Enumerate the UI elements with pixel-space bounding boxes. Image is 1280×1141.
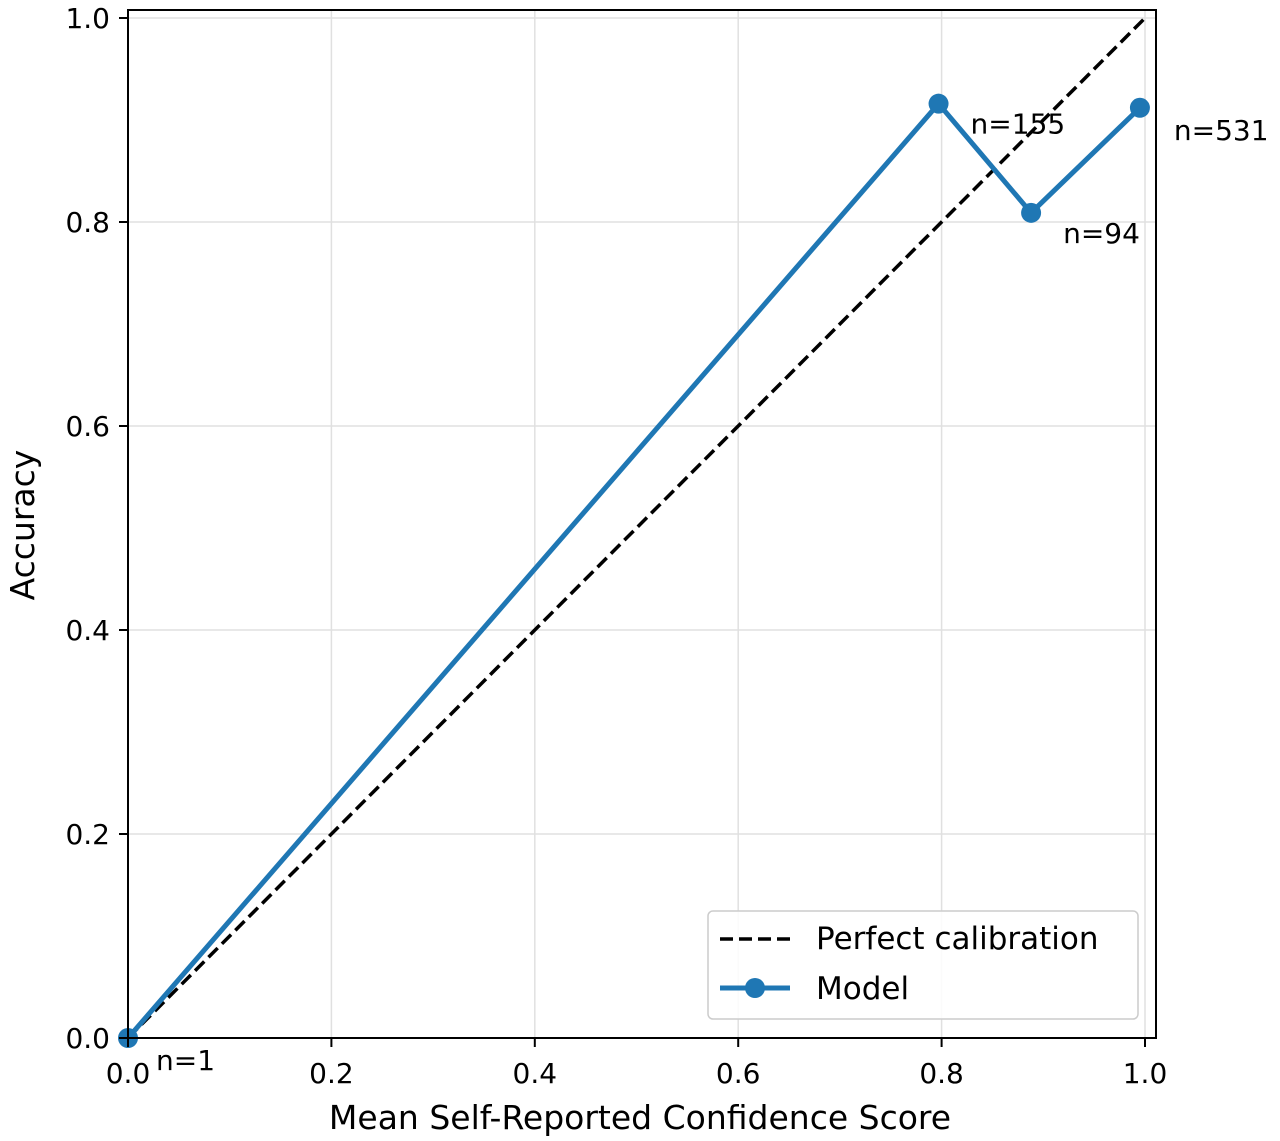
x-axis-label: Mean Self-Reported Confidence Score (329, 1098, 951, 1137)
y-tick-label: 0.0 (65, 1022, 110, 1055)
point-annotation: n=1 (156, 1044, 215, 1077)
point-annotation: n=531 (1174, 114, 1269, 147)
point-annotation: n=155 (971, 108, 1066, 141)
legend-box (707, 910, 1139, 1020)
legend-label-perfect-calibration: Perfect calibration (816, 921, 1099, 957)
y-tick-label: 0.4 (65, 614, 110, 647)
y-tick-label: 0.6 (65, 410, 110, 443)
x-tick-label: 0.4 (513, 1057, 558, 1090)
legend: Perfect calibration Model (707, 910, 1139, 1020)
x-tick-label: 1.0 (1123, 1057, 1168, 1090)
axes: 0.0 0.2 0.4 0.6 0.8 1.0 0.0 0.2 0.4 0.6 0.8 1.0 (65, 2, 1167, 1090)
model-point (1021, 202, 1042, 223)
y-tick-label: 1.0 (65, 2, 110, 35)
x-tick-label: 0.0 (106, 1057, 151, 1090)
point-annotation: n=94 (1063, 217, 1140, 250)
y-axis-label: Accuracy (3, 450, 42, 601)
grid (127, 10, 1156, 1039)
x-tick-label: 0.2 (309, 1057, 354, 1090)
series-model-line (126, 101, 1142, 1040)
legend-label-model: Model (816, 971, 909, 1007)
point-annotations: n=1 n=155 n=94 n=531 (156, 108, 1269, 1077)
model-point (1129, 97, 1150, 118)
legend-swatch-model-marker (745, 978, 765, 998)
y-tick-label: 0.2 (65, 818, 110, 851)
series-perfect-calibration-line (126, 16, 1147, 1040)
x-tick-label: 0.8 (919, 1057, 964, 1090)
axes-frame (127, 9, 1157, 1039)
y-tick-label: 0.8 (65, 206, 110, 239)
x-tick-label: 0.6 (716, 1057, 761, 1090)
plot-area (118, 16, 1150, 1048)
model-point (928, 93, 949, 114)
